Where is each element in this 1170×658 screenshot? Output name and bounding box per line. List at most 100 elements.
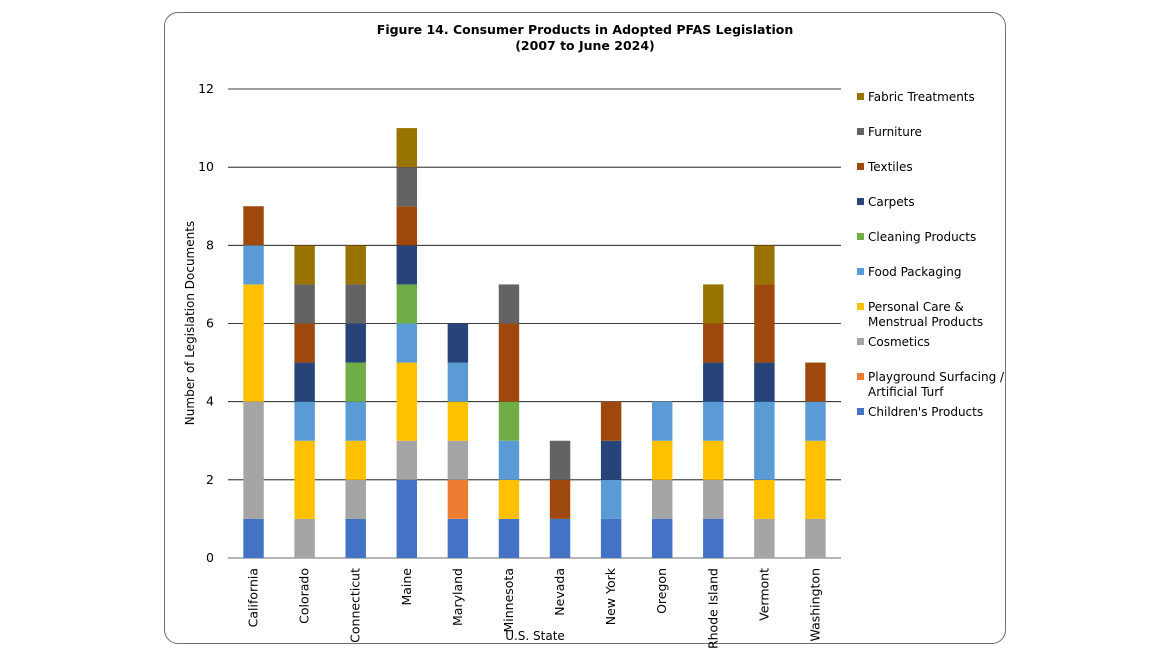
- x-tick-label: Maryland: [450, 568, 465, 626]
- bar-segment: [499, 402, 519, 441]
- bar-segment: [499, 324, 519, 402]
- bar-segment: [397, 128, 417, 167]
- bar-segment: [345, 402, 365, 441]
- bar-segment: [703, 363, 723, 402]
- x-tick-label: Oregon: [654, 568, 669, 614]
- bar-segment: [397, 324, 417, 363]
- bar-segment: [754, 245, 774, 284]
- bar-segment: [243, 206, 263, 245]
- bar-segment: [397, 284, 417, 323]
- bar-segment: [448, 519, 468, 558]
- bar-segment: [397, 167, 417, 206]
- bar-segment: [499, 441, 519, 480]
- bar-segment: [703, 284, 723, 323]
- bar-segment: [805, 519, 825, 558]
- bar-segment: [754, 480, 774, 519]
- legend-label: Furniture: [868, 125, 922, 139]
- legend-label: Cleaning Products: [868, 230, 976, 244]
- bar-segment: [294, 441, 314, 519]
- bar-segment: [703, 441, 723, 480]
- legend-label: Personal Care &: [868, 300, 964, 314]
- bar-segment: [499, 284, 519, 323]
- legend-swatch: [857, 198, 864, 205]
- x-tick-label: California: [246, 568, 261, 627]
- bar-segment: [703, 480, 723, 519]
- y-tick-label: 8: [206, 237, 214, 252]
- legend-swatch: [857, 268, 864, 275]
- bar-segment: [550, 441, 570, 480]
- bar-segment: [448, 480, 468, 519]
- x-tick-label: Minnesota: [501, 568, 516, 633]
- legend-label: Fabric Treatments: [868, 90, 975, 104]
- bar-segment: [703, 402, 723, 441]
- x-tick-label: Colorado: [297, 568, 312, 624]
- bar-segment: [397, 245, 417, 284]
- x-tick-label: Vermont: [756, 568, 771, 621]
- bar-segment: [397, 441, 417, 480]
- legend-swatch: [857, 338, 864, 345]
- bar-segment: [294, 402, 314, 441]
- bar-segment: [397, 363, 417, 441]
- x-tick-label: New York: [603, 567, 618, 625]
- bar-segment: [243, 284, 263, 401]
- bar-segment: [294, 284, 314, 323]
- x-axis-label: U.S. State: [505, 629, 565, 643]
- bar-segment: [345, 480, 365, 519]
- bar-segment: [601, 441, 621, 480]
- x-tick-label: Washington: [807, 568, 822, 641]
- legend-swatch: [857, 233, 864, 240]
- bar-segment: [345, 284, 365, 323]
- bar-segment: [550, 519, 570, 558]
- bar-segment: [703, 519, 723, 558]
- bar-segment: [805, 402, 825, 441]
- bar-segment: [397, 480, 417, 558]
- bar-segment: [652, 441, 672, 480]
- bar-segment: [243, 245, 263, 284]
- y-tick-label: 2: [206, 472, 214, 487]
- bar-segment: [294, 245, 314, 284]
- bar-segment: [448, 441, 468, 480]
- bar-segment: [499, 519, 519, 558]
- bar-segment: [448, 402, 468, 441]
- bar-segment: [601, 480, 621, 519]
- bar-segment: [805, 441, 825, 519]
- legend-label: Cosmetics: [868, 335, 930, 349]
- bar-segment: [345, 324, 365, 363]
- y-axis-label: Number of Legislation Documents: [183, 221, 197, 425]
- gridlines: [228, 89, 841, 558]
- bar-segment: [294, 324, 314, 363]
- legend-swatch: [857, 303, 864, 310]
- bar-segment: [499, 480, 519, 519]
- bar-segment: [754, 402, 774, 480]
- x-tick-label: Maine: [399, 568, 414, 606]
- y-tick-label: 10: [198, 159, 214, 174]
- x-tick-label: Nevada: [552, 568, 567, 616]
- bar-segment: [550, 480, 570, 519]
- bar-segment: [754, 363, 774, 402]
- bar-segment: [448, 363, 468, 402]
- bar-segment: [652, 402, 672, 441]
- legend-label: Textiles: [867, 160, 913, 174]
- bar-segment: [703, 324, 723, 363]
- legend-label: Carpets: [868, 195, 915, 209]
- y-tick-label: 12: [198, 81, 214, 96]
- y-tick-label: 6: [206, 316, 214, 331]
- bar-segment: [345, 519, 365, 558]
- y-tick-label: 0: [206, 550, 214, 565]
- legend-swatch: [857, 163, 864, 170]
- legend-label: Food Packaging: [868, 265, 962, 279]
- bar-segment: [294, 519, 314, 558]
- bar-segment: [243, 519, 263, 558]
- y-tick-label: 4: [206, 394, 214, 409]
- bar-segment: [601, 519, 621, 558]
- bar-segment: [397, 206, 417, 245]
- bar-segment: [345, 441, 365, 480]
- legend-swatch: [857, 373, 864, 380]
- legend-label: Playground Surfacing /: [868, 370, 1005, 384]
- legend-swatch: [857, 408, 864, 415]
- bar-segment: [448, 324, 468, 363]
- bars: [243, 128, 825, 558]
- y-tick-labels: 0 2 4 6 8 10 12: [198, 81, 214, 565]
- bar-segment: [754, 519, 774, 558]
- chart: Figure 14. Consumer Products in Adopted …: [0, 0, 1170, 658]
